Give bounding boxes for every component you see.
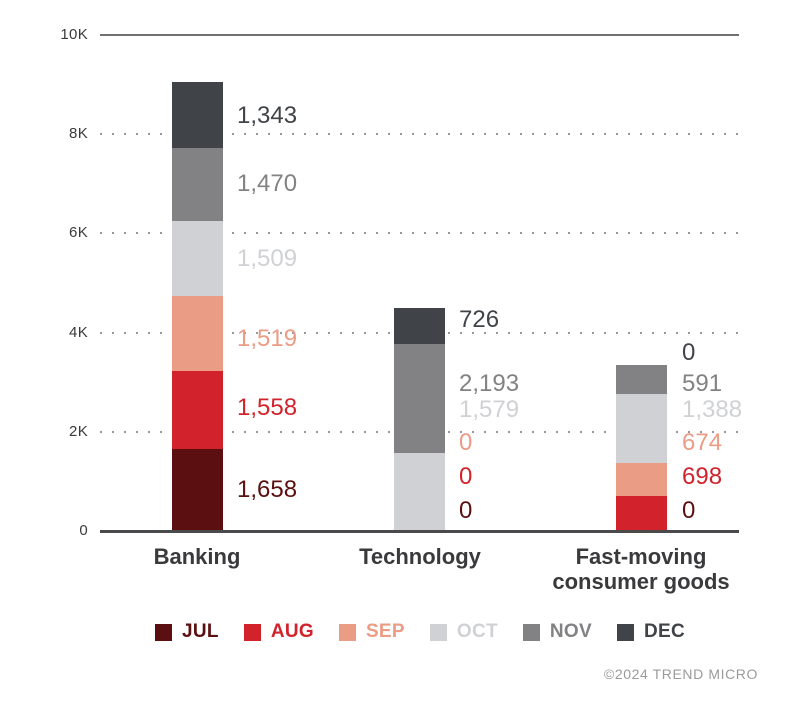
legend-label-aug: AUG <box>270 621 314 642</box>
legend-item-oct: OCT <box>429 621 498 643</box>
bar-segment-fast-moving-sep <box>616 462 667 497</box>
legend: JUL AUG SEP OCT NOV DEC <box>100 621 740 643</box>
legend-swatch-oct <box>429 623 447 641</box>
copyright-text: ©2024 TREND MICRO <box>603 666 758 682</box>
legend-label-jul: JUL <box>182 621 219 642</box>
legend-label-dec: DEC <box>643 621 685 642</box>
bar-segment-banking-oct <box>172 221 223 297</box>
legend-label-nov: NOV <box>549 621 592 642</box>
bar-segment-technology-nov <box>394 343 445 453</box>
gridline-6k <box>100 232 739 235</box>
y-tick-label-10k: 10K <box>60 26 88 43</box>
bar-segment-technology-dec <box>394 307 445 344</box>
gridline-0 <box>100 529 739 533</box>
category-label-fast-moving-consumer-goods: Fast-moving consumer goods <box>552 544 730 594</box>
category-label-technology: Technology <box>359 544 481 569</box>
value-label-technology-nov: 2,193 <box>459 370 520 397</box>
value-label-fast-moving-sep: 674 <box>682 429 723 456</box>
y-tick-label-8k: 8K <box>69 125 88 143</box>
category-label-banking: Banking <box>153 544 241 569</box>
bar-segment-fast-moving-aug <box>616 496 667 531</box>
value-label-banking-sep: 1,519 <box>237 325 298 352</box>
value-label-technology-dec: 726 <box>459 306 500 333</box>
value-label-technology-aug: 0 <box>459 463 473 490</box>
value-label-banking-aug: 1,558 <box>237 394 298 421</box>
legend-item-sep: SEP <box>338 621 405 643</box>
value-label-banking-dec: 1,343 <box>237 102 298 129</box>
legend-swatch-aug <box>243 623 261 641</box>
legend-label-oct: OCT <box>456 621 498 642</box>
y-tick-label-0: 0 <box>79 522 88 539</box>
y-tick-label-6k: 6K <box>69 224 88 242</box>
value-label-fast-moving-jul: 0 <box>682 497 696 524</box>
bar-segment-fast-moving-oct <box>616 394 667 463</box>
bar-segment-banking-aug <box>172 371 223 449</box>
legend-item-dec: DEC <box>616 621 685 643</box>
gridline-10k <box>100 34 739 36</box>
value-label-banking-oct: 1,509 <box>237 245 298 272</box>
value-label-fast-moving-dec: 0 <box>682 339 696 366</box>
bar-segment-banking-nov <box>172 148 223 222</box>
value-label-fast-moving-oct: 1,388 <box>682 396 743 423</box>
legend-swatch-sep <box>338 623 356 641</box>
value-label-technology-sep: 0 <box>459 429 473 456</box>
bar-segment-banking-sep <box>172 296 223 372</box>
value-label-fast-moving-nov: 591 <box>682 370 723 397</box>
y-tick-label-2k: 2K <box>69 422 88 440</box>
legend-item-aug: AUG <box>243 621 314 643</box>
value-label-fast-moving-aug: 698 <box>682 463 723 490</box>
legend-swatch-dec <box>616 623 634 641</box>
bar-segment-banking-dec <box>172 81 223 149</box>
legend-item-jul: JUL <box>155 621 219 643</box>
bar-segment-technology-oct <box>394 452 445 531</box>
legend-swatch-nov <box>522 623 540 641</box>
legend-swatch-jul <box>155 623 173 641</box>
legend-item-nov: NOV <box>522 621 592 643</box>
y-tick-label-4k: 4K <box>69 323 88 341</box>
legend-label-sep: SEP <box>365 621 405 642</box>
value-label-technology-oct: 1,579 <box>459 396 520 423</box>
value-label-banking-nov: 1,470 <box>237 170 298 197</box>
value-label-banking-jul: 1,658 <box>237 476 298 503</box>
gridline-8k <box>100 133 739 136</box>
bar-segment-fast-moving-nov <box>616 364 667 395</box>
bar-segment-banking-jul <box>172 448 223 531</box>
value-label-technology-jul: 0 <box>459 497 473 524</box>
